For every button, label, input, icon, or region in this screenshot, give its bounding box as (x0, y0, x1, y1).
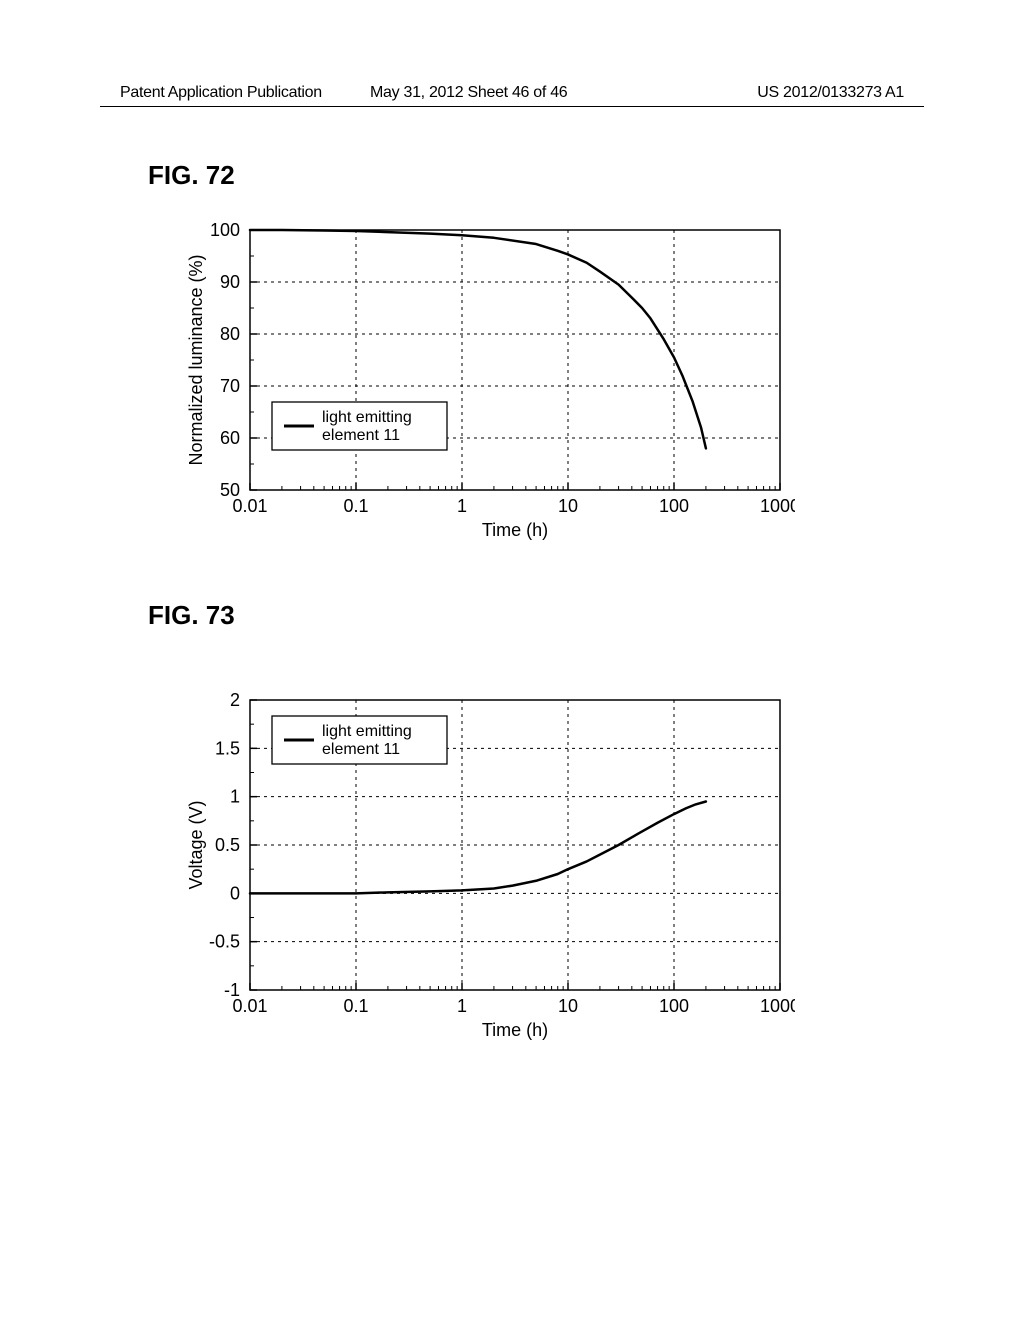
svg-text:Time (h): Time (h) (482, 1020, 548, 1040)
chart-voltage-vs-time: -1-0.500.511.520.010.11101001000Time (h)… (180, 690, 795, 1045)
svg-text:70: 70 (220, 376, 240, 396)
svg-text:Time (h): Time (h) (482, 520, 548, 540)
svg-text:1000: 1000 (760, 496, 795, 516)
svg-text:light emitting: light emitting (322, 409, 412, 426)
svg-text:element 11: element 11 (322, 741, 400, 758)
svg-text:Normalized luminance (%): Normalized luminance (%) (186, 254, 206, 465)
svg-text:80: 80 (220, 324, 240, 344)
svg-text:element 11: element 11 (322, 427, 400, 444)
svg-text:0.5: 0.5 (215, 835, 240, 855)
svg-text:1.5: 1.5 (215, 738, 240, 758)
header-center: May 31, 2012 Sheet 46 of 46 (370, 84, 567, 102)
figure-label-72: FIG. 72 (148, 160, 235, 191)
header-left: Patent Application Publication (120, 84, 322, 102)
svg-text:0.1: 0.1 (343, 496, 368, 516)
svg-text:0.01: 0.01 (232, 496, 267, 516)
svg-text:0.01: 0.01 (232, 996, 267, 1016)
header-rule (100, 106, 924, 107)
svg-text:1: 1 (457, 496, 467, 516)
svg-text:10: 10 (558, 996, 578, 1016)
svg-text:0: 0 (230, 883, 240, 903)
svg-text:Voltage (V): Voltage (V) (186, 800, 206, 889)
svg-text:60: 60 (220, 428, 240, 448)
svg-text:100: 100 (659, 496, 689, 516)
figure-label-73: FIG. 73 (148, 600, 235, 631)
svg-text:1: 1 (457, 996, 467, 1016)
chart-luminance-vs-time: 50607080901000.010.11101001000Time (h)No… (180, 220, 795, 545)
svg-text:1000: 1000 (760, 996, 795, 1016)
svg-text:100: 100 (659, 996, 689, 1016)
svg-text:0.1: 0.1 (343, 996, 368, 1016)
svg-text:90: 90 (220, 272, 240, 292)
svg-text:2: 2 (230, 690, 240, 710)
svg-text:-0.5: -0.5 (209, 932, 240, 952)
svg-text:1: 1 (230, 787, 240, 807)
header-right: US 2012/0133273 A1 (757, 84, 904, 102)
svg-text:light emitting: light emitting (322, 723, 412, 740)
svg-text:100: 100 (210, 220, 240, 240)
svg-text:10: 10 (558, 496, 578, 516)
